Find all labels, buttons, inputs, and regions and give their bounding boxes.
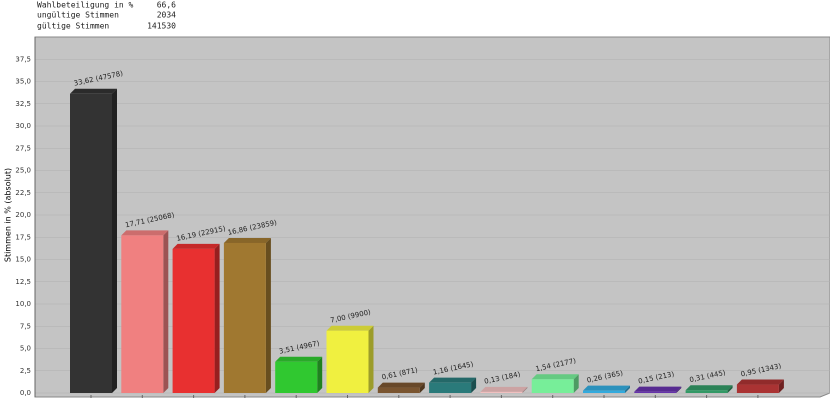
bar (634, 386, 682, 393)
y-tick-label: 5,0 (20, 345, 31, 353)
bar-front (377, 387, 420, 393)
bar-side (625, 385, 630, 393)
y-tick-label: 0,0 (20, 389, 31, 397)
bar-side (676, 386, 682, 393)
bar-side (471, 377, 477, 393)
bar-side (419, 382, 425, 393)
bar-side (573, 374, 579, 393)
bar (275, 356, 323, 393)
bar-side (522, 386, 528, 393)
y-tick-label: 37,5 (15, 55, 31, 63)
stat-value: 141530 (147, 22, 176, 31)
y-tick-label: 27,5 (15, 144, 31, 152)
y-tick-label: 7,5 (20, 322, 31, 330)
bar (121, 230, 169, 393)
y-tick-label: 30,0 (15, 122, 31, 130)
stat-value: 66,6 (157, 1, 176, 10)
bar-front (223, 242, 266, 393)
y-tick-label: 22,5 (15, 189, 31, 197)
bar-front (121, 235, 164, 393)
bar-top (685, 385, 733, 391)
bar-front (685, 390, 728, 393)
stat-label: gültige Stimmen (37, 22, 109, 31)
bar-front (531, 379, 574, 393)
bar-top (377, 382, 425, 388)
bar-top (172, 243, 220, 249)
bar (480, 386, 528, 393)
bar-top (326, 325, 374, 331)
bar-front (634, 391, 677, 393)
y-tick-label: 10,0 (15, 300, 31, 308)
bar (429, 377, 477, 393)
y-axis-label: Stimmen in % (absolut) (4, 168, 13, 262)
stat-value: 2034 (157, 11, 176, 20)
bar-side (368, 325, 374, 393)
y-tick-label: 2,5 (20, 367, 31, 375)
y-tick-label: 12,5 (15, 278, 31, 286)
bar-side (265, 237, 271, 393)
bar-top (275, 356, 323, 362)
y-tick-label: 35,0 (15, 78, 31, 86)
bar (70, 88, 117, 394)
bar (326, 325, 374, 393)
bar (736, 379, 784, 393)
bar-top (223, 237, 271, 243)
bar-side (778, 379, 784, 393)
y-tick-label: 25,0 (15, 167, 31, 175)
bar-front (326, 330, 369, 393)
y-tick-label: 15,0 (15, 256, 31, 264)
bar-side (112, 88, 117, 394)
bar (172, 243, 220, 393)
bar (377, 382, 425, 393)
bar-top (634, 386, 682, 392)
bar-top (531, 374, 579, 380)
bar-top (121, 230, 169, 236)
bar-top (70, 88, 117, 94)
stat-label: Wahlbeteiligung in % (37, 1, 134, 10)
stat-label: ungültige Stimmen (37, 11, 119, 20)
bar (583, 385, 630, 393)
bar-top (480, 386, 528, 392)
y-tick-label: 32,5 (15, 100, 31, 108)
bar-side (317, 356, 323, 393)
bar-front (583, 390, 625, 393)
bar-front (70, 93, 112, 394)
bar-side (727, 385, 733, 393)
bar-top (736, 379, 784, 385)
bar (223, 237, 271, 393)
bar-top (583, 385, 630, 391)
bar-front (429, 382, 472, 393)
bar-side (214, 243, 220, 393)
bar-front (172, 248, 215, 393)
bar-front (275, 361, 318, 393)
bar-front (736, 384, 779, 393)
bar (685, 385, 733, 393)
y-tick-label: 17,5 (15, 233, 31, 241)
bar-front (480, 391, 523, 393)
bar-top (429, 377, 477, 383)
y-tick-label: 20,0 (15, 211, 31, 219)
bar (531, 374, 579, 393)
bar-side (163, 230, 169, 393)
